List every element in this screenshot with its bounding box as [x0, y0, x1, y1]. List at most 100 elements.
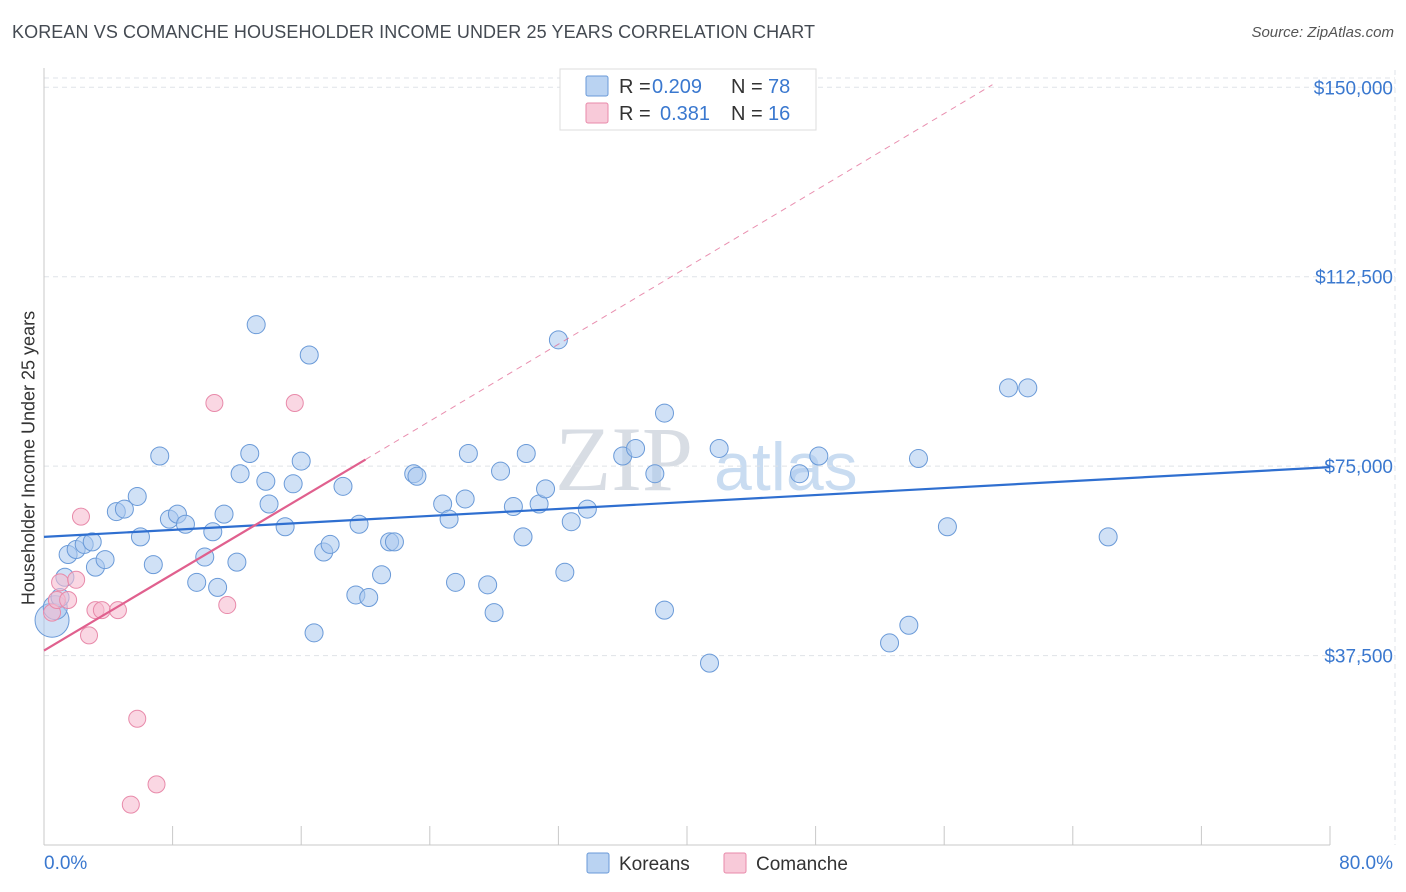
- korean-point: [880, 633, 900, 653]
- korean-point: [700, 653, 720, 673]
- korean-point: [143, 555, 163, 575]
- korean-point: [484, 603, 504, 623]
- korean-point: [577, 499, 597, 519]
- comanche-point: [218, 596, 237, 615]
- korean-point: [214, 504, 234, 524]
- korean-point: [259, 494, 279, 514]
- x-tick-label-min: 0.0%: [44, 853, 87, 874]
- korean-point: [790, 464, 810, 484]
- korean-point: [809, 446, 829, 466]
- korean-point: [645, 464, 665, 484]
- korean-point: [275, 517, 295, 537]
- korean-point: [455, 489, 475, 509]
- korean-point: [359, 587, 379, 607]
- korean-point: [899, 615, 919, 635]
- legend-n-value-korean: 78: [768, 76, 790, 98]
- watermark: ZIP atlas: [555, 408, 858, 510]
- korean-point: [203, 522, 223, 542]
- legend-n-value-comanche: 16: [768, 103, 790, 125]
- legend-r-value-korean: 0.209: [652, 76, 702, 98]
- comanche-point: [285, 393, 304, 412]
- korean-point: [95, 550, 115, 570]
- korean-point: [349, 514, 369, 534]
- korean-point: [256, 471, 276, 491]
- axes: [43, 68, 1331, 846]
- comanche-point: [108, 601, 127, 620]
- comanche-point: [59, 590, 78, 609]
- korean-point: [384, 532, 404, 552]
- bottom-legend-label-comanche: Comanche: [756, 854, 848, 875]
- comanche-point: [147, 775, 166, 794]
- y-tick-label: $37,500: [1324, 647, 1393, 668]
- korean-point: [999, 378, 1018, 398]
- korean-point: [937, 517, 957, 537]
- korean-point: [227, 552, 247, 572]
- legend: R = 0.209 N = 78 R = 0.381 N = 16: [559, 68, 817, 131]
- trend-lines: [43, 84, 1331, 652]
- korean-point: [555, 562, 575, 582]
- korean-point: [458, 444, 478, 463]
- korean-point: [299, 345, 319, 365]
- korean-point: [513, 527, 533, 547]
- bottom-legend-label-koreans: Koreans: [619, 854, 690, 875]
- legend-r-label-comanche: R =: [619, 103, 651, 125]
- chart-title: KOREAN VS COMANCHE HOUSEHOLDER INCOME UN…: [12, 22, 816, 42]
- legend-r-label-korean: R =: [619, 76, 651, 98]
- korean-point: [283, 474, 303, 494]
- korean-point: [654, 403, 674, 423]
- korean-point: [439, 509, 459, 529]
- legend-r-value-comanche: 0.381: [660, 103, 710, 125]
- legend-n-label-comanche: N =: [731, 103, 763, 125]
- korean-point: [304, 623, 324, 643]
- korean-trend-line: [43, 466, 1331, 538]
- x-tick-label-max: 80.0%: [1339, 853, 1393, 874]
- korean-point: [320, 534, 340, 554]
- korean-point: [208, 577, 228, 597]
- korean-point: [516, 444, 536, 463]
- legend-swatch-korean: [585, 75, 609, 97]
- comanche-point: [80, 626, 99, 645]
- legend-n-label-korean: N =: [731, 76, 763, 98]
- bottom-legend-swatch-comanche: [723, 852, 747, 874]
- korean-point: [1098, 527, 1118, 547]
- comanche-point: [128, 709, 147, 728]
- y-tick-label: $75,000: [1324, 457, 1393, 478]
- bottom-legend-swatch-koreans: [586, 852, 610, 874]
- korean-point: [230, 464, 250, 484]
- korean-point: [246, 315, 266, 335]
- korean-point: [561, 512, 581, 532]
- korean-point: [548, 330, 568, 350]
- korean-point: [908, 449, 928, 469]
- korean-point: [1018, 378, 1038, 398]
- korean-point: [446, 572, 466, 592]
- comanche-trend-extension: [365, 84, 993, 460]
- comanche-points: [43, 393, 304, 814]
- korean-point: [709, 438, 729, 458]
- korean-point: [240, 444, 260, 463]
- comanche-trend-line: [43, 458, 367, 652]
- korean-point: [291, 451, 311, 471]
- korean-point: [127, 486, 147, 506]
- korean-point: [478, 575, 498, 595]
- korean-point: [187, 572, 207, 592]
- chart-source: Source: ZipAtlas.com: [1251, 24, 1394, 41]
- korean-point: [407, 466, 427, 486]
- korean-point: [372, 565, 392, 585]
- korean-point: [150, 446, 170, 466]
- comanche-point: [51, 573, 70, 592]
- korean-point: [626, 438, 646, 458]
- y-tick-label: $112,500: [1315, 268, 1393, 289]
- tick-labels: $37,500 $75,000 $112,500 $150,000 0.0% 80.0%: [44, 78, 1393, 874]
- watermark-atlas: atlas: [714, 429, 858, 505]
- korean-point: [82, 532, 102, 552]
- korean-point: [333, 476, 353, 496]
- comanche-point: [67, 570, 86, 589]
- korean-point: [536, 479, 556, 499]
- y-tick-label: $150,000: [1314, 78, 1393, 99]
- comanche-point: [71, 507, 90, 526]
- bottom-legend: Koreans Comanche: [586, 852, 848, 875]
- comanche-point: [205, 393, 224, 412]
- korean-point: [491, 461, 511, 481]
- korean-point: [114, 499, 134, 519]
